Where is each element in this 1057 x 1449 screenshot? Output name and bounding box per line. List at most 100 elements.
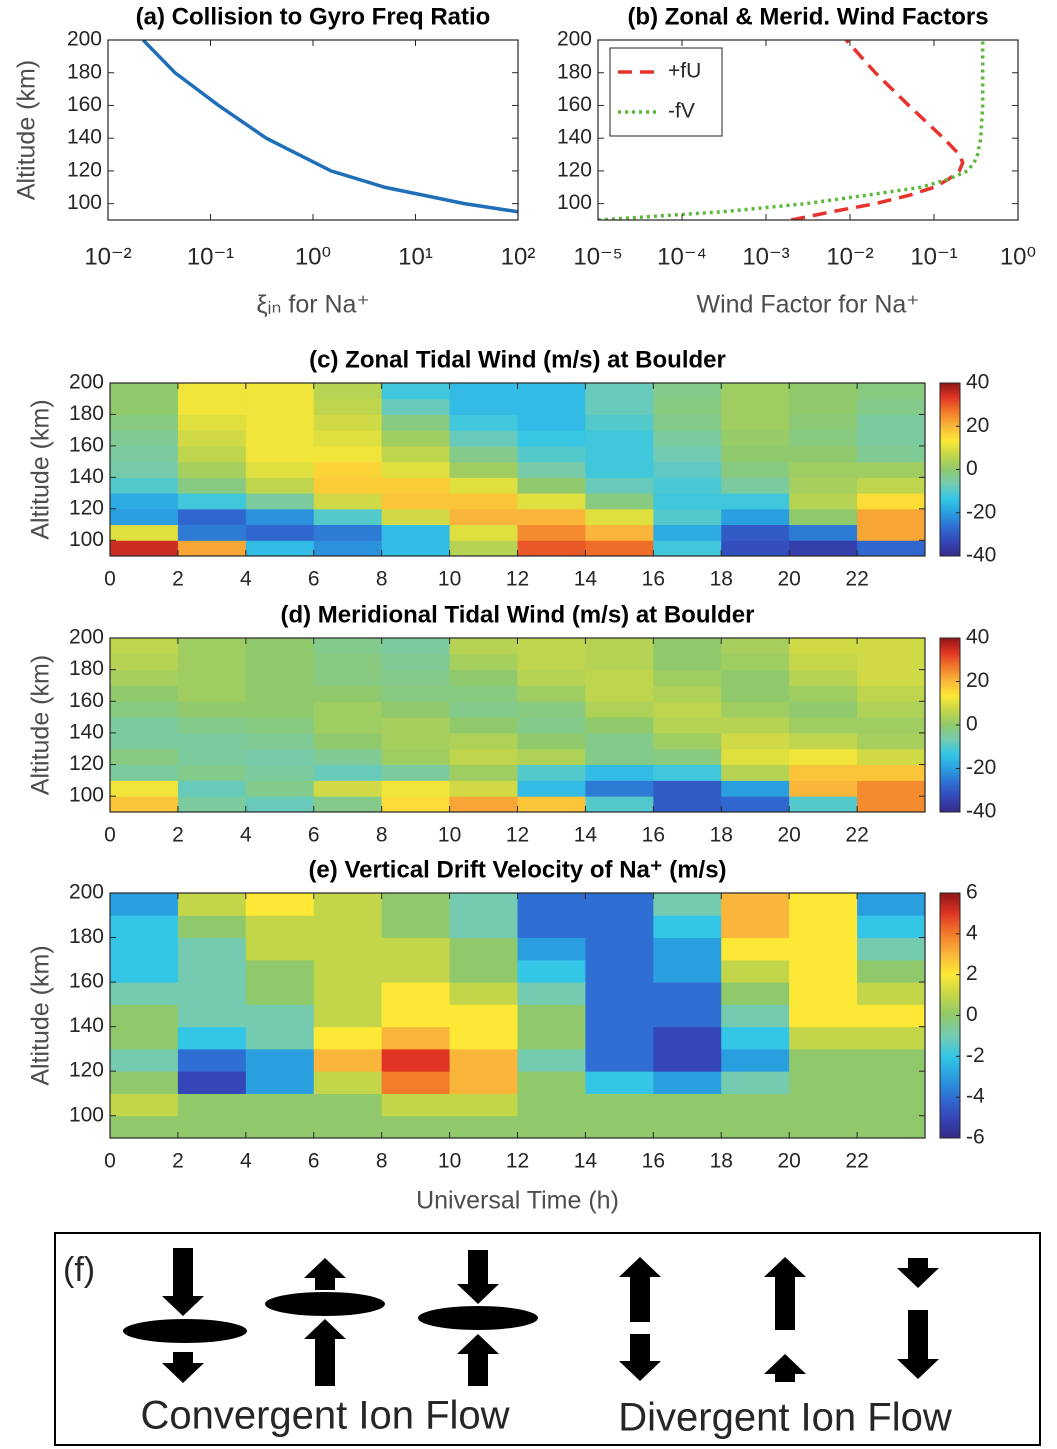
heatmap-cell [857,414,926,431]
x-tick-label: 22 [845,1150,868,1173]
y-tick-label: 120 [69,752,104,775]
heatmap-cell [449,780,518,797]
heatmap-cell [381,1115,451,1139]
heatmap-cell [313,685,383,702]
y-axis-label: Altitude (km) [27,655,55,795]
heatmap-cell [585,430,654,447]
heatmap-cell [177,982,247,1005]
heatmap-cell [585,414,654,431]
arrow [162,1248,204,1316]
x-tick-label: 10⁻⁵ [573,243,622,270]
heatmap-cell [653,1026,722,1050]
heatmap-cell [585,445,654,463]
heatmap-cell [721,493,790,510]
heatmap-cell [857,477,926,494]
heatmap-cell [653,732,722,750]
y-tick-label: 200 [69,881,104,904]
arrow [162,1352,204,1383]
heatmap-cell [653,445,722,463]
data-line [141,40,518,214]
heatmap-cell [313,796,383,813]
y-tick-label: 100 [67,191,102,214]
heatmap-cell [857,398,926,415]
heatmap-cell [585,717,654,734]
heatmap-cell [721,764,790,781]
heatmap-cell [721,893,790,916]
x-tick-label: 10⁻¹ [910,243,957,270]
heatmap-cell [517,1004,586,1028]
heatmap-cell [857,1115,926,1139]
heatmap-cell [449,685,518,702]
colorbar-tick-label: -40 [966,800,996,823]
heatmap-cell [517,669,586,686]
heatmap-cell [857,638,926,655]
heatmap-cell [789,1115,858,1139]
y-tick-label: 180 [557,60,592,83]
y-tick-label: 140 [69,1014,104,1037]
y-tick-label: 160 [557,93,592,116]
heatmap-cell [721,982,790,1005]
heatmap-cell [381,1048,451,1072]
heatmap-cell [517,1026,586,1050]
heatmap-cell [449,915,518,939]
heatmap-cell [110,1026,179,1050]
heatmap-cell [110,764,179,781]
heatmap-cell [449,1026,518,1050]
heatmap-cell [449,508,518,526]
heatmap-cell [517,893,586,916]
heatmap-cell [653,493,722,510]
heatmap-cell [517,1071,586,1094]
heatmap-cell [381,796,451,813]
heatmap-cell [177,893,247,916]
heatmap-cell [110,540,179,557]
x-tick-label: 18 [710,1150,733,1173]
heatmap-cell [653,1048,722,1072]
heatmap-cell [381,748,451,766]
ion-flow-diagram [123,1248,939,1386]
x-tick-label: 22 [845,824,868,847]
ion-layer [265,1292,385,1316]
heatmap-cell [381,764,451,781]
heatmap-cell [177,1115,247,1139]
heatmap-cell [517,717,586,734]
y-tick-label: 160 [69,689,104,712]
colorbar-tick-label: -20 [966,756,996,779]
x-tick-label: 10⁻² [826,243,873,270]
heatmap-cell [381,669,451,686]
heatmap-cell [177,717,247,734]
heatmap-cell [857,982,926,1005]
heatmap-cell [653,1004,722,1028]
heatmap-cell [653,959,722,983]
heatmap-cell [245,1093,315,1117]
heatmap-cell [449,717,518,734]
heatmap-cell [857,669,926,686]
heatmap-cell [245,1004,315,1028]
x-tick-label: 12 [506,824,529,847]
arrow [457,1250,499,1304]
heatmap-cell [110,937,179,961]
heatmap-cell [177,959,247,983]
heatmap-cell [110,1093,179,1117]
heatmap-cell [313,748,383,766]
heatmap-cell [653,653,722,671]
heatmap-cell [721,414,790,431]
heatmap-cell [110,524,179,541]
x-tick-label: 2 [172,1150,184,1173]
heatmap-cell [449,540,518,557]
heatmap-cell [517,398,586,415]
heatmap-cell [110,685,179,702]
colorbar-tick-label: -6 [966,1126,985,1149]
colorbar-tick-label: 0 [966,457,978,480]
heatmap-cell [517,701,586,718]
heatmap-cell [313,1026,383,1050]
heatmap-cell [789,685,858,702]
arrow [619,1334,661,1381]
heatmap-cell [245,937,315,961]
heatmap-cell [517,915,586,939]
ion-layer [418,1306,538,1330]
heatmap-cell [653,398,722,415]
x-tick-label: 10⁰ [1000,243,1036,270]
y-tick-label: 160 [69,433,104,456]
heatmap-cell [517,780,586,797]
x-tick-label: 18 [710,568,733,591]
